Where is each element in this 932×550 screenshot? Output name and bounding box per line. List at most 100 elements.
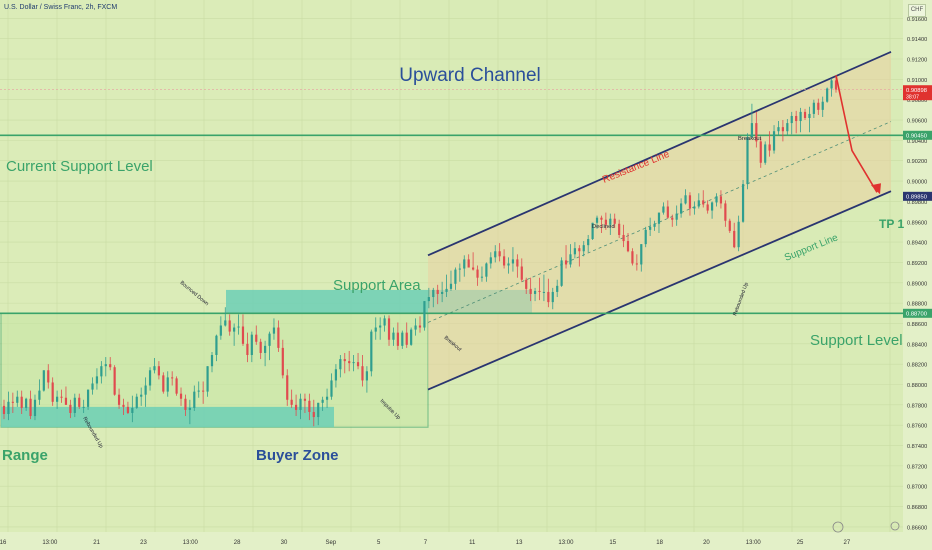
candle-body <box>587 239 590 246</box>
candle-body <box>418 325 422 328</box>
y-tick-label: 0.88200 <box>907 363 927 369</box>
candle-body <box>480 276 484 278</box>
candle-body <box>710 202 714 211</box>
candle-body <box>724 203 727 221</box>
candle-body <box>427 297 430 302</box>
candle-body <box>498 251 501 257</box>
y-tick-label: 0.89600 <box>907 220 927 226</box>
candle-body <box>303 398 307 401</box>
support-area-label: Support Area <box>333 277 421 294</box>
candle-body <box>16 396 19 403</box>
candle-body <box>467 259 470 268</box>
candle-body <box>688 195 692 209</box>
candle-body <box>109 364 112 368</box>
y-tick-label: 0.91000 <box>907 78 927 84</box>
candle-body <box>516 259 519 267</box>
x-tick-label: 28 <box>234 540 241 546</box>
candle-body <box>436 289 439 294</box>
candle-body <box>600 217 603 220</box>
candle-body <box>272 327 276 334</box>
candle-body <box>476 269 479 278</box>
candle-body <box>821 101 824 110</box>
candle-body <box>533 290 537 294</box>
candle-body <box>348 361 351 364</box>
y-tick-label: 0.91600 <box>907 17 927 23</box>
candle-body <box>312 411 315 418</box>
y-tick-label: 0.90200 <box>907 159 927 165</box>
candle-body <box>352 362 355 364</box>
candle-body <box>241 326 245 344</box>
candle-body <box>746 137 749 185</box>
candle-body <box>675 213 678 220</box>
candle-body <box>622 234 625 242</box>
x-tick-label: 13:00 <box>183 540 199 546</box>
candle-body <box>166 377 169 392</box>
candle-body <box>131 407 134 413</box>
candle-body <box>387 318 391 340</box>
candle-body <box>671 217 674 220</box>
candle-body <box>556 285 559 292</box>
candle-body <box>560 260 563 286</box>
candle-body <box>356 362 360 367</box>
x-tick-label: 27 <box>844 540 851 546</box>
y-tick-label: 0.91400 <box>907 37 927 43</box>
time-axis <box>0 532 932 550</box>
candle-body <box>525 279 528 289</box>
candle-body <box>321 399 324 403</box>
candle-body <box>153 366 156 371</box>
candle-body <box>33 399 37 417</box>
price-label-tag <box>903 191 932 201</box>
candle-body <box>755 123 758 142</box>
candle-body <box>11 401 14 403</box>
candle-body <box>383 318 386 326</box>
candle-body <box>799 111 802 122</box>
candle-body <box>126 406 130 413</box>
x-tick-label: 7 <box>424 540 428 546</box>
candle-body <box>618 223 621 235</box>
candle-body <box>264 345 267 353</box>
y-tick-label: 0.86800 <box>907 505 927 511</box>
candle-body <box>144 385 147 395</box>
candle-body <box>706 204 709 211</box>
candle-body <box>188 407 191 410</box>
candle-body <box>233 327 236 332</box>
y-tick-label: 0.89400 <box>907 241 927 247</box>
candle-body <box>458 268 461 270</box>
candle-body <box>795 115 798 122</box>
candle-body <box>502 256 506 266</box>
y-tick-label: 0.88800 <box>907 302 927 308</box>
candle-body <box>489 257 492 264</box>
y-tick-label: 0.89800 <box>907 200 927 206</box>
y-tick-label: 0.87000 <box>907 485 927 491</box>
x-tick-label: 15 <box>609 540 616 546</box>
candle-body <box>764 144 767 163</box>
candle-body <box>237 326 240 328</box>
candle-body <box>410 329 413 345</box>
price-label-tag <box>903 85 932 101</box>
buyer-zone <box>1 406 334 428</box>
candle-body <box>733 230 736 248</box>
candle-body <box>51 382 54 402</box>
support-level-label: Support Level <box>810 332 903 349</box>
candle-body <box>401 332 404 346</box>
candle-body <box>228 320 231 332</box>
y-tick-label: 0.86600 <box>907 525 927 531</box>
candle-body <box>179 393 183 399</box>
arrowhead-icon <box>871 183 881 195</box>
resistance-line <box>427 51 892 257</box>
candle-body <box>299 398 302 410</box>
candle-body <box>294 404 298 410</box>
x-tick-label: 23 <box>140 540 147 546</box>
candle-body <box>631 251 634 264</box>
candle-body <box>148 370 152 386</box>
candle-body <box>250 334 253 356</box>
lightning-icon <box>832 521 844 533</box>
candle-body <box>768 144 771 151</box>
y-tick-label: 0.88600 <box>907 322 927 328</box>
currency-button[interactable]: CHF <box>908 4 926 17</box>
candle-body <box>441 291 444 294</box>
candle-body <box>472 267 475 270</box>
y-tick-label: 0.87400 <box>907 444 927 450</box>
candle-body <box>42 370 45 391</box>
